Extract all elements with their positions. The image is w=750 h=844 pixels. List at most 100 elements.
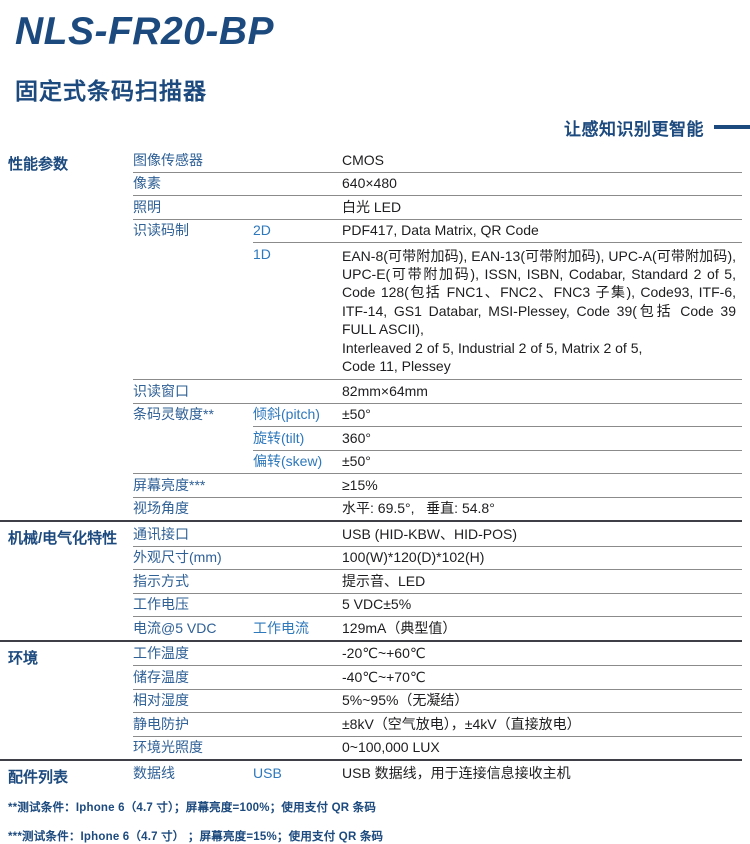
spec-row: 视场角度 水平: 69.5°, 垂直: 54.8° (133, 496, 742, 521)
spec-value: 100(W)*120(D)*102(H) (342, 549, 485, 566)
spec-value: USB (HID-KBW、HID-POS) (342, 525, 517, 542)
spec-sub (253, 712, 342, 721)
spec-section-3: 配件列表 数据线 USB USB 数据线，用于连接信息接收主机 (0, 759, 742, 787)
spec-prop (133, 450, 253, 459)
spec-sub: 1D (253, 245, 271, 262)
spec-row: 像素 640×480 (133, 171, 742, 196)
spec-row: 工作电压 5 VDC±5% (133, 592, 742, 617)
spec-value: 360° (342, 429, 371, 446)
spec-prop: 条码灵敏度** (133, 406, 214, 423)
spec-value: 129mA（典型值） (342, 619, 457, 636)
spec-row: 外观尺寸(mm) 100(W)*120(D)*102(H) (133, 545, 742, 570)
spec-value: EAN-8(可带附加码), EAN-13(可带附加码), UPC-A(可带附加码… (342, 247, 736, 374)
spec-prop: 数据线 (133, 764, 175, 781)
footnote-2: ***测试条件：Iphone 6（4.7 寸） ；屏幕亮度=15%；使用支付 Q… (8, 831, 384, 844)
section-label: 配件列表 (8, 769, 69, 787)
tagline-row: 让感知识别更智能 (15, 116, 750, 139)
spec-sub: 倾斜(pitch) (253, 406, 320, 423)
spec-row: 识读窗口 82mm×64mm (133, 379, 742, 403)
spec-prop: 工作电压 (133, 596, 189, 613)
spec-table: 性能参数 图像传感器 CMOS 像素 640×480 照明 白光 LED 识读码制 2D PDF4… (0, 148, 750, 787)
spec-sub (253, 546, 342, 555)
spec-prop: 静电防护 (133, 715, 189, 732)
spec-row: 通讯接口 USB (HID-KBW、HID-POS) (133, 522, 742, 546)
spec-prop: 视场角度 (133, 500, 189, 517)
spec-sub: 偏转(skew) (253, 453, 323, 470)
spec-sub (253, 473, 342, 482)
spec-row: 工作温度 -20℃~+60℃ (133, 642, 742, 666)
section-label: 性能参数 (8, 156, 69, 173)
spec-row: 偏转(skew) ±50° (133, 449, 742, 474)
spec-sub (253, 642, 342, 651)
spec-sub (253, 689, 342, 698)
spec-prop: 图像传感器 (133, 151, 203, 168)
spec-value: 5 VDC±5% (342, 596, 412, 613)
spec-row: 屏幕亮度*** ≥15% (133, 473, 742, 497)
spec-value: 82mm×64mm (342, 382, 428, 399)
section-rows: 通讯接口 USB (HID-KBW、HID-POS) 外观尺寸(mm) 100(W)*… (133, 522, 742, 640)
spec-sub (253, 379, 342, 388)
spec-value: 水平: 69.5°, 垂直: 54.8° (342, 500, 495, 517)
section-rows: 数据线 USB USB 数据线，用于连接信息接收主机 (133, 761, 742, 787)
spec-value: -40℃~+70℃ (342, 668, 426, 685)
section-label: 机械/电气化特性 (8, 530, 118, 548)
product-title: NLS-FR20-BP (15, 10, 275, 53)
product-subtitle: 固定式条码扫描器 (15, 78, 207, 104)
spec-row: 条码灵敏度** 倾斜(pitch) ±50° (133, 402, 742, 427)
spec-prop: 相对湿度 (133, 692, 189, 709)
spec-sub (253, 172, 342, 181)
spec-value: 5%~95%（无凝结） (342, 692, 469, 709)
header: NLS-FR20-BP 固定式条码扫描器 让感知识别更智能 (0, 0, 750, 139)
spec-prop: 照明 (133, 198, 161, 215)
spec-prop: 指示方式 (133, 572, 189, 589)
spec-value: ±50° (342, 406, 371, 423)
spec-section-0: 性能参数 图像传感器 CMOS 像素 640×480 照明 白光 LED 识读码制 2D PDF4… (0, 148, 742, 520)
spec-value: 640×480 (342, 175, 397, 191)
spec-prop: 储存温度 (133, 668, 189, 685)
spec-value: 提示音、LED (342, 572, 426, 589)
spec-sub (253, 569, 342, 578)
spec-value: USB 数据线，用于连接信息接收主机 (342, 764, 571, 781)
spec-row: 1D EAN-8(可带附加码), EAN-13(可带附加码), UPC-A(可带附… (133, 242, 742, 379)
footnotes: **测试条件：Iphone 6（4.7 寸）；屏幕亮度=100%；使用支付 QR… (0, 787, 750, 844)
tagline-text: 让感知识别更智能 (564, 119, 704, 139)
section-rows: 图像传感器 CMOS 像素 640×480 照明 白光 LED 识读码制 2D PDF417, … (133, 148, 742, 520)
spec-value: 0~100,000 LUX (342, 739, 440, 756)
tagline-dash-line (714, 125, 750, 129)
section-rows: 工作温度 -20℃~+60℃ 储存温度 -40℃~+70℃ 相对湿度 5%~95%（无凝结… (133, 642, 742, 760)
spec-sub: USB (253, 764, 282, 781)
spec-prop: 外观尺寸(mm) (133, 549, 222, 566)
spec-sub: 旋转(tilt) (253, 429, 305, 446)
section-label: 环境 (8, 649, 39, 667)
spec-value: 白光 LED (342, 198, 402, 215)
spec-prop: 屏幕亮度*** (133, 476, 206, 493)
spec-row: 静电防护 ±8kV（空气放电），±4kV（直接放电） (133, 712, 742, 736)
spec-section-2: 环境 工作温度 -20℃~+60℃ 储存温度 -40℃~+70℃ 相对湿度 5%~95%（无… (0, 639, 742, 760)
spec-sub (253, 522, 342, 531)
spec-sub (253, 736, 342, 745)
footnote-1: **测试条件：Iphone 6（4.7 寸）；屏幕亮度=100%；使用支付 QR… (8, 802, 377, 815)
spec-sub (253, 148, 342, 157)
spec-prop: 识读码制 (133, 222, 189, 238)
spec-value: PDF417, Data Matrix, QR Code (342, 222, 539, 238)
spec-prop (133, 242, 253, 251)
spec-row: 指示方式 提示音、LED (133, 569, 742, 593)
spec-row: 识读码制 2D PDF417, Data Matrix, QR Code (133, 218, 742, 243)
spec-prop: 电流@5 VDC (133, 619, 217, 636)
spec-sub (253, 195, 342, 204)
spec-value: -20℃~+60℃ (342, 645, 426, 662)
spec-value: ±8kV（空气放电），±4kV（直接放电） (342, 715, 581, 732)
spec-row: 数据线 USB USB 数据线，用于连接信息接收主机 (133, 761, 742, 785)
spec-section-1: 机械/电气化特性 通讯接口 USB (HID-KBW、HID-POS) 外观尺寸(mm… (0, 520, 742, 640)
spec-prop: 识读窗口 (133, 382, 189, 399)
spec-value: CMOS (342, 151, 384, 168)
spec-row: 照明 白光 LED (133, 195, 742, 219)
spec-value: ±50° (342, 453, 371, 470)
spec-row: 图像传感器 CMOS (133, 148, 742, 172)
spec-sub: 工作电流 (253, 619, 309, 636)
spec-prop (133, 426, 253, 435)
spec-sub (253, 593, 342, 602)
spec-prop: 环境光照度 (133, 739, 203, 756)
spec-row: 旋转(tilt) 360° (133, 426, 742, 450)
